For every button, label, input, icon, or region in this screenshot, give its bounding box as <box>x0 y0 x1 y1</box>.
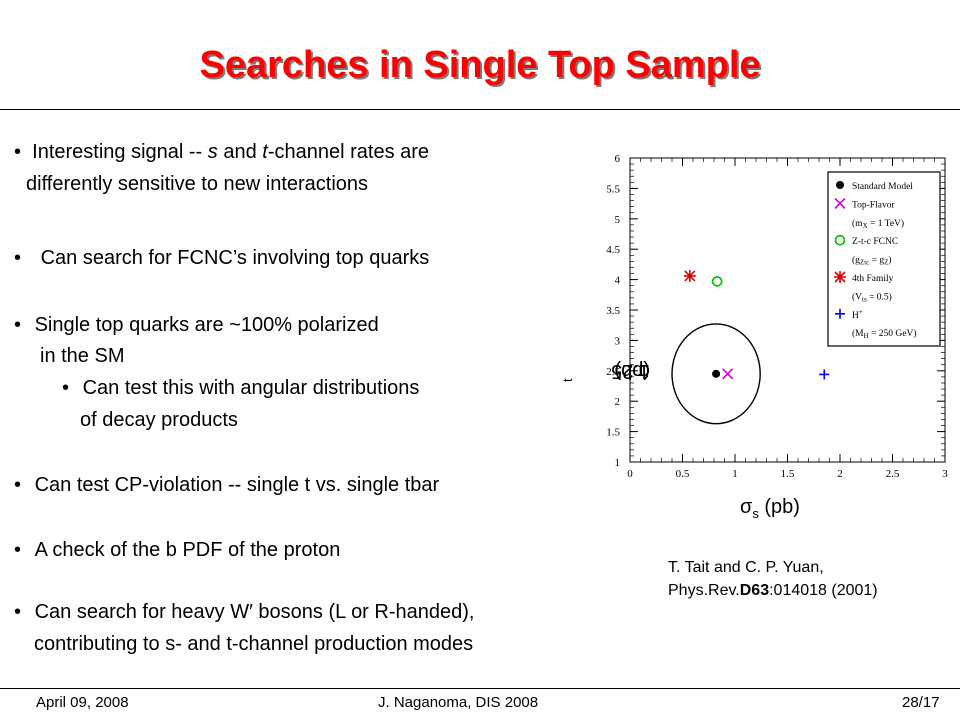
data-point-top-flavor <box>722 368 734 380</box>
y-tick-label: 2.5 <box>606 366 620 378</box>
footer-divider <box>0 688 960 689</box>
y-tick-label: 5 <box>615 214 621 226</box>
legend-entry: (Vts = 0.5) <box>852 291 892 303</box>
bullet-polarized-line2: in the SM <box>40 345 125 367</box>
legend-marker <box>834 271 846 283</box>
y-tick-label: 1.5 <box>606 427 620 439</box>
y-tick-label: 3 <box>615 335 621 347</box>
bullet-text: Can test this with angular distributions <box>82 377 420 399</box>
data-point-4th-family <box>683 269 696 282</box>
bullet-marker: • <box>62 377 70 399</box>
footer-author: J. Naganoma, DIS 2008 <box>378 694 539 711</box>
data-point-h <box>819 369 830 380</box>
bullet-b-pdf: • A check of the b PDF of the proton <box>14 538 340 562</box>
sm-contour-ellipse <box>671 323 761 425</box>
cross-section-scatter-plot: 0 0.5 1 1.5 2 2.5 3 1 1.5 2 2.5 3 3.5 4 4.5 5 5.5 6 Standa… <box>606 153 948 480</box>
y-tick-label: 3.5 <box>606 305 620 317</box>
bullet-text: Can search for heavy W′ bosons (L or R-h… <box>34 601 475 623</box>
bullet-fcnc: • Can search for FCNC’s involving top qu… <box>14 246 429 270</box>
x-tick-label: 2 <box>837 468 843 480</box>
bullet-polarized: • Single top quarks are ~100% polarized <box>14 313 379 337</box>
bullet-w-prime: • Can search for heavy W′ bosons (L or R… <box>14 600 474 624</box>
legend-marker <box>835 308 845 319</box>
y-tick-label: 6 <box>615 153 621 165</box>
legend-entry: (gZtc = gZ) <box>852 255 892 267</box>
bullet-text: Can test CP-violation -- single t vs. si… <box>34 474 440 496</box>
legend-entry: (MH = 250 GeV) <box>852 328 917 340</box>
bullet-w-prime-line2: contributing to s- and t-channel product… <box>34 633 474 655</box>
y-tick-label: 2 <box>615 396 621 408</box>
bullet-text: A check of the b PDF of the proton <box>34 539 341 561</box>
page-number: 28/17 <box>902 694 940 711</box>
y-tick-label: 4 <box>615 275 621 287</box>
legend-box <box>827 171 941 347</box>
legend-marker <box>834 197 846 209</box>
legend-entry: Standard Model <box>852 182 913 192</box>
x-tick-label: 0.5 <box>676 468 690 480</box>
x-axis-label: σs (pb) <box>740 496 800 521</box>
bullet-signal-rates: • Interesting signal -- s and t-channel … <box>14 140 429 164</box>
bullet-marker: • <box>14 474 22 496</box>
bullet-marker: • <box>14 247 22 269</box>
citation-reference: Phys.Rev.D63:014018 (2001) <box>668 582 878 599</box>
legend-entry: (mX = 1 TeV) <box>852 218 904 230</box>
bullet-text: Can search for FCNC’s involving top quar… <box>40 247 430 269</box>
data-point-z-t-c-fcnc <box>711 276 723 287</box>
x-tick-label: 1.5 <box>781 468 795 480</box>
bullet-marker: • <box>14 314 22 336</box>
x-tick-label: 1 <box>732 468 738 480</box>
bullet-text: Single top quarks are ~100% polarized <box>34 314 379 336</box>
y-tick-label: 1 <box>615 457 621 469</box>
legend-entry: Top-Flavor <box>852 200 895 210</box>
bullet-text: Interesting signal -- s and t-channel ra… <box>32 141 430 163</box>
subbullet-angular: • Can test this with angular distributio… <box>62 376 419 400</box>
bullet-cp-violation: • Can test CP-violation -- single t vs. … <box>14 473 439 497</box>
legend-entry: 4th Family <box>852 274 894 284</box>
bullet-marker: • <box>14 539 22 561</box>
legend-entry: H+ <box>852 308 863 321</box>
title-divider <box>0 109 960 110</box>
bullet-marker: • <box>14 601 22 623</box>
x-tick-label: 2.5 <box>886 468 900 480</box>
y-tick-label: 5.5 <box>606 183 620 195</box>
bullet-signal-rates-line2: differently sensitive to new interaction… <box>26 173 369 195</box>
x-tick-label: 3 <box>942 468 948 480</box>
slide-title: Searches in Single Top Sample <box>199 44 761 86</box>
bullet-marker: • <box>14 141 22 163</box>
x-tick-label: 0 <box>627 468 633 480</box>
legend-entry: Z-t-c FCNC <box>852 237 898 247</box>
legend-marker <box>836 181 844 189</box>
footer-date: April 09, 2008 <box>36 694 129 711</box>
plot-layer: 0 0.5 1 1.5 2 2.5 3 1 1.5 2 2.5 3 3.5 4 4.5 5 5.5 6 Standa… <box>606 153 948 480</box>
data-point-standard-model <box>712 369 721 378</box>
legend-marker <box>834 234 846 246</box>
citation-authors: T. Tait and C. P. Yuan, <box>668 559 824 576</box>
subbullet-angular-line2: of decay products <box>80 409 238 431</box>
y-tick-label: 4.5 <box>606 244 620 256</box>
